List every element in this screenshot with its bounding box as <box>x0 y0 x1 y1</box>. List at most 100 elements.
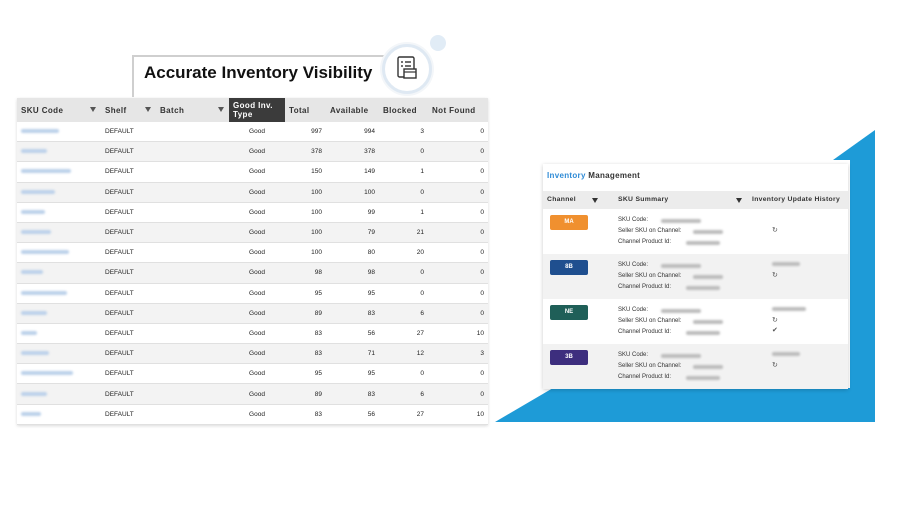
table-row[interactable]: DEFAULT Good 89 83 6 0 <box>17 303 488 324</box>
cell-shelf: DEFAULT <box>101 283 156 304</box>
table-row[interactable]: DEFAULT Good 997 994 3 0 <box>17 122 488 143</box>
cell-blocked: 20 <box>379 242 428 264</box>
table-row[interactable]: DEFAULT Good 100 100 0 0 <box>17 182 488 203</box>
table-row[interactable]: DEFAULT Good 378 378 0 0 <box>17 141 488 163</box>
column-header-batch[interactable]: Batch <box>156 98 229 122</box>
cell-blocked: 0 <box>379 262 428 284</box>
channel-row[interactable]: NE SKU Code: Seller SKU on Channel: Channel… <box>543 299 848 344</box>
table-row[interactable]: DEFAULT Good 100 80 20 0 <box>17 242 488 264</box>
column-header-blocked[interactable]: Blocked <box>379 98 428 122</box>
page-title: Accurate Inventory Visibility <box>144 63 373 82</box>
table-row[interactable]: DEFAULT Good 89 83 6 0 <box>17 383 488 405</box>
cell-inv-type: Good <box>229 363 285 385</box>
cell-inv-type: Good <box>229 323 285 345</box>
channel-badge: 3B <box>550 350 588 365</box>
cell-available: 378 <box>326 141 379 163</box>
cell-blocked: 12 <box>379 343 428 365</box>
cell-shelf: DEFAULT <box>101 222 156 244</box>
sku-code-redacted[interactable] <box>21 351 49 356</box>
table-row[interactable]: DEFAULT Good 83 71 12 3 <box>17 343 488 365</box>
check-icon[interactable]: ✔ <box>772 327 778 334</box>
sku-code-redacted[interactable] <box>21 371 73 376</box>
sku-code-redacted[interactable] <box>21 230 51 235</box>
redacted-value <box>693 275 723 279</box>
table-row[interactable]: DEFAULT Good 95 95 0 0 <box>17 283 488 304</box>
channel-row[interactable]: 8B SKU Code: Seller SKU on Channel: Channel… <box>543 254 848 299</box>
cell-blocked: 27 <box>379 404 428 425</box>
sku-code-redacted[interactable] <box>21 270 43 275</box>
table-row[interactable]: DEFAULT Good 98 98 0 0 <box>17 262 488 284</box>
cell-batch <box>156 242 229 264</box>
column-header-channel[interactable]: Channel <box>547 196 576 203</box>
sku-summary-label: SKU Code: <box>618 262 649 268</box>
refresh-icon[interactable]: ↻ <box>772 317 778 324</box>
cell-batch <box>156 303 229 324</box>
sku-code-redacted[interactable] <box>21 391 47 396</box>
cell-batch <box>156 202 229 223</box>
cell-blocked: 0 <box>379 363 428 385</box>
cell-batch <box>156 262 229 284</box>
column-label: SKU Code <box>21 105 64 115</box>
channel-row[interactable]: MA SKU Code: Seller SKU on Channel: Channel… <box>543 209 848 254</box>
redacted-value <box>686 241 720 245</box>
sku-code-redacted[interactable] <box>21 411 41 416</box>
cell-total: 997 <box>285 122 326 143</box>
filter-icon[interactable] <box>592 198 598 203</box>
cell-inv-type: Good <box>229 404 285 425</box>
sku-code-redacted[interactable] <box>21 310 47 315</box>
table-row[interactable]: DEFAULT Good 95 95 0 0 <box>17 363 488 385</box>
cell-available: 80 <box>326 242 379 264</box>
column-header-update-history[interactable]: Inventory Update History <box>752 196 841 203</box>
column-header-available[interactable]: Available <box>326 98 379 122</box>
sku-summary-label: Channel Product Id: <box>618 239 672 245</box>
sku-summary-label: Channel Product Id: <box>618 284 672 290</box>
column-header-not-found[interactable]: Not Found <box>428 98 488 122</box>
refresh-icon[interactable]: ↻ <box>772 227 778 234</box>
channel-row[interactable]: 3B SKU Code: Seller SKU on Channel: Channel… <box>543 344 848 389</box>
filter-icon[interactable] <box>90 107 96 112</box>
cell-batch <box>156 161 229 183</box>
cell-blocked: 3 <box>379 122 428 143</box>
title-frame <box>132 55 404 97</box>
sku-code-redacted[interactable] <box>21 149 47 154</box>
cell-not-found: 3 <box>428 343 488 365</box>
cell-shelf: DEFAULT <box>101 363 156 385</box>
cell-sku-code <box>17 343 101 365</box>
cell-total: 95 <box>285 363 326 385</box>
cell-shelf: DEFAULT <box>101 161 156 183</box>
cell-batch <box>156 363 229 385</box>
cell-batch <box>156 343 229 365</box>
redacted-history <box>772 307 806 311</box>
table-row[interactable]: DEFAULT Good 100 99 1 0 <box>17 202 488 223</box>
sku-code-redacted[interactable] <box>21 330 37 335</box>
table-row[interactable]: DEFAULT Good 100 79 21 0 <box>17 222 488 244</box>
cell-available: 56 <box>326 323 379 345</box>
column-label: Shelf <box>105 105 127 115</box>
sku-code-redacted[interactable] <box>21 209 45 214</box>
cell-available: 56 <box>326 404 379 425</box>
column-header-sku-code[interactable]: SKU Code <box>17 98 101 122</box>
filter-icon[interactable] <box>145 107 151 112</box>
column-header-sku-summary[interactable]: SKU Summary <box>618 196 669 203</box>
column-header-total[interactable]: Total <box>285 98 326 122</box>
sku-code-redacted[interactable] <box>21 129 59 134</box>
column-header-good-inv-type[interactable]: Good Inv. Type <box>229 98 285 122</box>
cell-sku-code <box>17 323 101 345</box>
cell-blocked: 0 <box>379 283 428 304</box>
refresh-icon[interactable]: ↻ <box>772 272 778 279</box>
refresh-icon[interactable]: ↻ <box>772 362 778 369</box>
sku-code-redacted[interactable] <box>21 169 71 174</box>
sku-code-redacted[interactable] <box>21 290 67 295</box>
table-row[interactable]: DEFAULT Good 83 56 27 10 <box>17 404 488 425</box>
filter-icon[interactable] <box>736 198 742 203</box>
filter-icon[interactable] <box>218 107 224 112</box>
table-row[interactable]: DEFAULT Good 150 149 1 0 <box>17 161 488 183</box>
table-row[interactable]: DEFAULT Good 83 56 27 10 <box>17 323 488 345</box>
inventory-management-panel: Inventory Management Channel SKU Summary… <box>543 164 848 389</box>
cell-available: 149 <box>326 161 379 183</box>
sku-code-redacted[interactable] <box>21 189 55 194</box>
cell-inv-type: Good <box>229 122 285 143</box>
cell-not-found: 0 <box>428 222 488 244</box>
sku-code-redacted[interactable] <box>21 250 69 255</box>
column-header-shelf[interactable]: Shelf <box>101 98 156 122</box>
